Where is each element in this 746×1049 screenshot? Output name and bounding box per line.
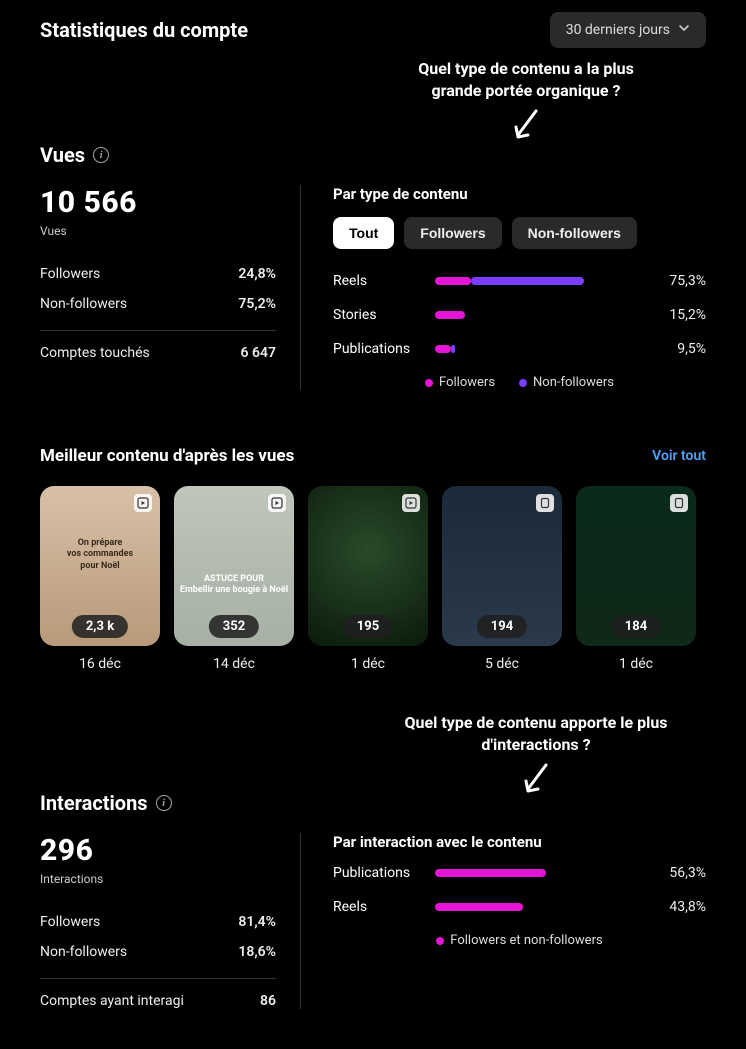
interaction-type-row: Publications 56,3%: [333, 865, 706, 881]
thumbnail-date: 1 déc: [619, 656, 653, 672]
thumbnail-date: 14 déc: [213, 656, 255, 672]
int-followers-label: Followers: [40, 914, 100, 930]
interactions-total-label: Interactions: [40, 872, 276, 886]
content-thumbnail[interactable]: 184 1 déc: [576, 486, 696, 672]
content-type-row: Stories 15,2%: [333, 307, 706, 323]
bar-track: [435, 277, 634, 285]
comptes-touches-label: Comptes touchés: [40, 345, 150, 361]
content-type-label: Publications: [333, 341, 423, 357]
vues-followers-pct: 24,8%: [238, 266, 276, 282]
view-count-badge: 184: [611, 615, 661, 638]
vues-heading: Vues: [40, 143, 85, 167]
tab-followers[interactable]: Followers: [404, 217, 501, 249]
tab-nonfollowers[interactable]: Non-followers: [512, 217, 637, 249]
view-count-badge: 352: [209, 615, 259, 638]
view-count-badge: 194: [477, 615, 527, 638]
arrow-icon: [516, 759, 556, 799]
content-type-pct: 9,5%: [646, 341, 706, 357]
period-label: 30 derniers jours: [566, 22, 670, 38]
period-selector[interactable]: 30 derniers jours: [550, 12, 706, 48]
content-thumbnail[interactable]: ASTUCE POUREmbellir une bougie à Noël 352…: [174, 486, 294, 672]
interaction-type-label: Reels: [333, 899, 423, 915]
content-type-row: Publications 9,5%: [333, 341, 706, 357]
thumbnail-caption: On préparevos commandespour Noël: [40, 538, 160, 572]
info-icon[interactable]: i: [93, 147, 109, 163]
bar-track: [435, 311, 634, 319]
bar-segment-nonfollowers: [451, 345, 455, 353]
annotation-reach: Quel type de contenu a la plusgrande por…: [418, 58, 634, 101]
legend-nonfollowers: Non-followers: [519, 375, 614, 390]
bar-track: [435, 869, 634, 877]
content-thumbnail[interactable]: On préparevos commandespour Noël 2,3 k 16 …: [40, 486, 160, 672]
reel-icon: [402, 494, 420, 512]
best-content-heading: Meilleur contenu d'après les vues: [40, 446, 294, 466]
interactions-total: 296: [40, 833, 276, 868]
content-type-heading: Par type de contenu: [333, 185, 706, 203]
interaction-type-label: Publications: [333, 865, 423, 881]
bar-track: [435, 345, 634, 353]
content-type-row: Reels 75,3%: [333, 273, 706, 289]
legend-all: Followers et non-followers: [436, 933, 602, 948]
comptes-engaged-value: 86: [260, 993, 276, 1009]
content-type-label: Stories: [333, 307, 423, 323]
content-type-label: Reels: [333, 273, 423, 289]
view-count-badge: 2,3 k: [72, 615, 128, 638]
bar-segment-nonfollowers: [471, 277, 584, 285]
bar-track: [435, 903, 634, 911]
bar-segment-followers: [435, 311, 465, 319]
vues-nonfollowers-pct: 75,2%: [238, 296, 276, 312]
bar-segment-followers: [435, 277, 471, 285]
story-icon: [670, 494, 688, 512]
vues-nonfollowers-label: Non-followers: [40, 296, 127, 312]
int-nonfollowers-pct: 18,6%: [238, 944, 276, 960]
vues-total-label: Vues: [40, 224, 276, 238]
vues-total: 10 566: [40, 185, 276, 220]
interaction-type-row: Reels 43,8%: [333, 899, 706, 915]
content-thumbnail[interactable]: 194 5 déc: [442, 486, 562, 672]
interaction-type-pct: 43,8%: [646, 899, 706, 915]
view-count-badge: 195: [343, 615, 393, 638]
bar-segment-followers: [435, 345, 451, 353]
thumbnail-date: 5 déc: [485, 656, 519, 672]
thumbnail-caption: ASTUCE POUREmbellir une bougie à Noël: [174, 574, 294, 597]
comptes-engaged-label: Comptes ayant interagi: [40, 993, 184, 1009]
int-followers-pct: 81,4%: [238, 914, 276, 930]
page-title: Statistiques du compte: [40, 18, 248, 42]
legend-followers: Followers: [425, 375, 495, 390]
interactions-heading: Interactions: [40, 791, 148, 815]
chevron-down-icon: [678, 22, 690, 38]
reel-icon: [134, 494, 152, 512]
interaction-type-heading: Par interaction avec le contenu: [333, 833, 706, 851]
tab-all[interactable]: Tout: [333, 217, 394, 249]
content-thumbnail[interactable]: 195 1 déc: [308, 486, 428, 672]
story-icon: [536, 494, 554, 512]
thumbnail-date: 16 déc: [79, 656, 121, 672]
int-nonfollowers-label: Non-followers: [40, 944, 127, 960]
thumbnail-date: 1 déc: [351, 656, 385, 672]
bar-segment: [435, 869, 546, 877]
content-type-pct: 75,3%: [646, 273, 706, 289]
content-type-pct: 15,2%: [646, 307, 706, 323]
arrow-icon: [506, 105, 546, 145]
interaction-type-pct: 56,3%: [646, 865, 706, 881]
info-icon[interactable]: i: [156, 795, 172, 811]
reel-icon: [268, 494, 286, 512]
see-all-link[interactable]: Voir tout: [652, 448, 706, 464]
bar-segment: [435, 903, 523, 911]
vues-followers-label: Followers: [40, 266, 100, 282]
comptes-touches-value: 6 647: [241, 345, 276, 361]
annotation-interactions: Quel type de contenu apporte le plusd'in…: [405, 712, 668, 755]
